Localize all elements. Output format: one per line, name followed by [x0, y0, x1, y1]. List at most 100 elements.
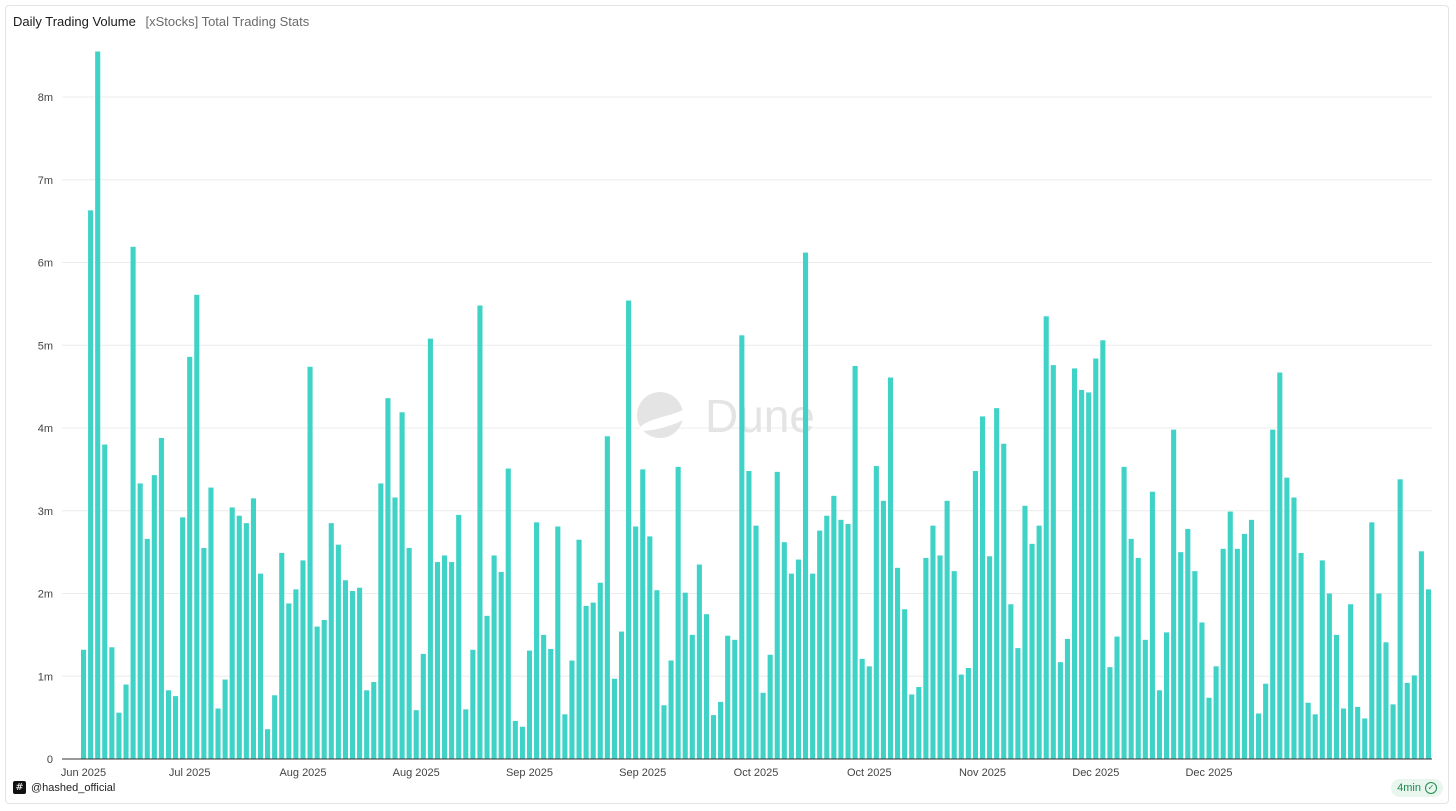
bar[interactable]	[774, 471, 780, 759]
bar[interactable]	[541, 634, 547, 760]
bar[interactable]	[746, 471, 752, 759]
bar[interactable]	[173, 696, 179, 759]
bar[interactable]	[633, 526, 639, 759]
bar[interactable]	[661, 705, 667, 759]
bar[interactable]	[994, 408, 1000, 759]
bar[interactable]	[930, 525, 936, 759]
bar[interactable]	[328, 523, 334, 759]
refresh-badge[interactable]: 4min ✓	[1391, 779, 1443, 797]
bar[interactable]	[1079, 389, 1085, 759]
bar[interactable]	[626, 300, 632, 759]
bar[interactable]	[958, 674, 964, 760]
bar[interactable]	[109, 647, 115, 759]
bar[interactable]	[364, 690, 370, 759]
bar[interactable]	[1397, 479, 1403, 759]
bar[interactable]	[1411, 675, 1417, 759]
bar[interactable]	[909, 694, 915, 760]
bar[interactable]	[130, 246, 136, 759]
bar[interactable]	[1241, 533, 1247, 759]
bar[interactable]	[144, 538, 150, 759]
bar[interactable]	[1206, 697, 1212, 759]
bar[interactable]	[1263, 683, 1269, 759]
bar[interactable]	[739, 335, 745, 759]
bar[interactable]	[1333, 634, 1339, 760]
bar[interactable]	[1156, 690, 1163, 759]
bar[interactable]	[342, 580, 348, 759]
bar[interactable]	[1114, 636, 1120, 759]
bar[interactable]	[1383, 642, 1389, 759]
bar[interactable]	[810, 573, 816, 759]
bar[interactable]	[378, 483, 384, 759]
bar[interactable]	[951, 571, 957, 759]
bar[interactable]	[604, 436, 610, 759]
bar[interactable]	[1199, 622, 1205, 759]
bar[interactable]	[732, 639, 738, 759]
bar[interactable]	[1022, 505, 1028, 759]
bar[interactable]	[696, 564, 702, 759]
bar[interactable]	[194, 294, 200, 759]
bar[interactable]	[795, 559, 802, 759]
bar[interactable]	[1425, 589, 1432, 759]
bar[interactable]	[442, 555, 448, 759]
bar[interactable]	[399, 412, 405, 759]
bar[interactable]	[1149, 491, 1155, 759]
bar[interactable]	[512, 720, 518, 759]
bar[interactable]	[449, 562, 455, 759]
bar[interactable]	[491, 555, 497, 759]
bar[interactable]	[583, 605, 589, 759]
bar[interactable]	[1277, 372, 1283, 759]
bar[interactable]	[859, 658, 865, 759]
bar[interactable]	[1284, 477, 1290, 759]
bar[interactable]	[80, 649, 87, 759]
bar[interactable]	[1340, 708, 1347, 759]
bar[interactable]	[1185, 528, 1191, 759]
bar[interactable]	[137, 483, 143, 759]
bar[interactable]	[1234, 548, 1240, 760]
bar[interactable]	[470, 649, 476, 759]
bar[interactable]	[1086, 392, 1092, 759]
bar[interactable]	[187, 356, 193, 759]
bar[interactable]	[838, 519, 844, 759]
bar[interactable]	[1227, 511, 1233, 759]
bar[interactable]	[640, 469, 646, 760]
bar[interactable]	[420, 653, 426, 759]
bar[interactable]	[413, 710, 419, 759]
bar[interactable]	[1043, 316, 1049, 759]
bar[interactable]	[1390, 704, 1396, 759]
bar[interactable]	[236, 515, 242, 759]
bar[interactable]	[357, 587, 363, 759]
bar[interactable]	[1298, 552, 1304, 759]
bar[interactable]	[1050, 365, 1056, 759]
bar[interactable]	[1418, 551, 1424, 759]
bar[interactable]	[385, 398, 391, 759]
bar[interactable]	[123, 684, 129, 759]
bar[interactable]	[116, 712, 122, 759]
bar[interactable]	[753, 525, 759, 759]
bar[interactable]	[590, 602, 596, 759]
bar[interactable]	[1164, 632, 1170, 759]
bar[interactable]	[852, 365, 858, 759]
bar[interactable]	[654, 590, 660, 759]
bar[interactable]	[427, 338, 433, 759]
bar[interactable]	[987, 556, 993, 759]
bar[interactable]	[767, 654, 773, 760]
bar[interactable]	[1248, 519, 1255, 759]
bar[interactable]	[293, 589, 299, 759]
bar[interactable]	[703, 614, 709, 759]
bar[interactable]	[1291, 497, 1297, 759]
bar[interactable]	[1404, 682, 1410, 759]
bar[interactable]	[371, 682, 377, 759]
bar[interactable]	[215, 708, 221, 759]
bar[interactable]	[526, 650, 533, 759]
bar[interactable]	[682, 592, 688, 759]
bar[interactable]	[611, 678, 617, 759]
bar[interactable]	[1135, 557, 1141, 759]
bar[interactable]	[1362, 718, 1368, 759]
bar[interactable]	[158, 437, 164, 759]
bar[interactable]	[392, 497, 398, 759]
bar[interactable]	[1001, 443, 1007, 759]
bar[interactable]	[1171, 429, 1177, 759]
bar[interactable]	[208, 487, 214, 759]
bar[interactable]	[1100, 340, 1106, 759]
bar[interactable]	[250, 498, 256, 759]
